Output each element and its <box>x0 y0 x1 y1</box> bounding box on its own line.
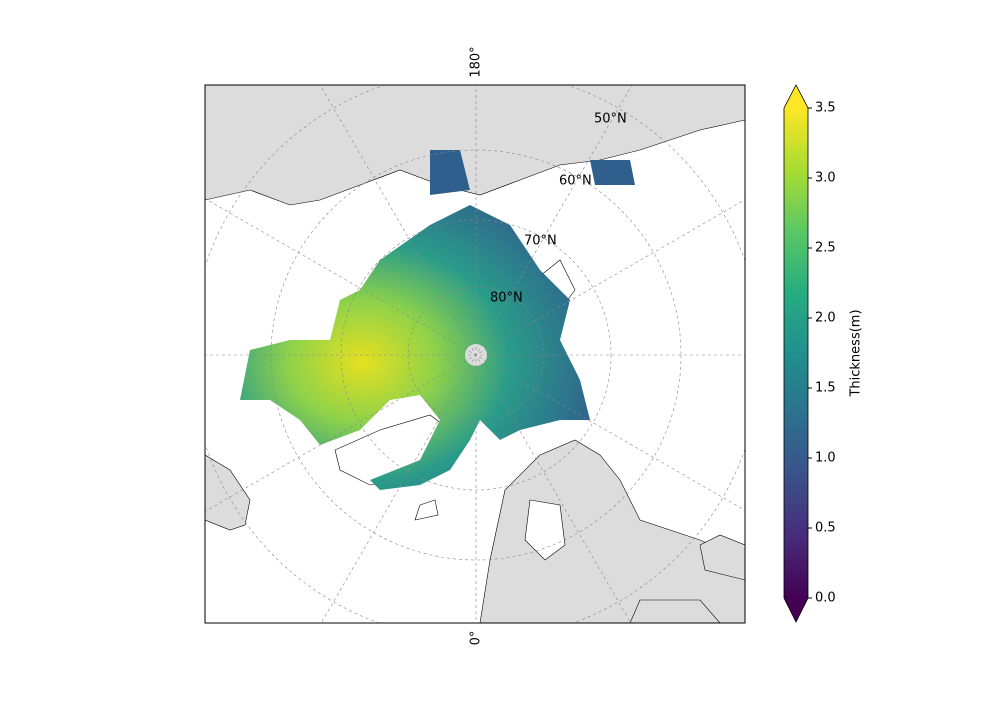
meridian <box>320 85 633 623</box>
lon-label: 180° <box>469 46 484 77</box>
colorbar-body <box>784 108 808 598</box>
colorbar-tick-label: 1.0 <box>815 451 836 466</box>
colorbar-extend-min <box>784 598 808 622</box>
sea-ice <box>590 160 635 185</box>
land <box>205 85 745 623</box>
colorbar-tick-label: 3.0 <box>815 171 836 186</box>
map-labels: 50°N 60°N 70°N 80°N 180° 0° <box>469 46 627 645</box>
colorbar-tick-label: 1.5 <box>815 381 836 396</box>
colorbar-tick-label: 2.0 <box>815 311 836 326</box>
map-frame <box>204 84 746 624</box>
lat-label: 70°N <box>524 234 557 249</box>
lat-label: 80°N <box>490 291 523 306</box>
colorbar-extend-max <box>784 85 808 108</box>
colorbar-tick-label: 0.5 <box>815 521 836 536</box>
lat-circle <box>340 219 612 491</box>
sea-ice <box>240 205 590 490</box>
sea-ice <box>430 150 470 195</box>
colorbar-tick-label: 2.5 <box>815 241 836 256</box>
lat-label: 60°N <box>559 174 592 189</box>
colorbar-tick-label: 0.0 <box>815 591 836 606</box>
colorbar-label: Thickness(m) <box>849 309 864 397</box>
colorbar: 0.0 0.5 1.0 1.5 2.0 2.5 3.0 3.5 Thickness(m) <box>783 84 864 623</box>
lon-label: 0° <box>469 631 484 646</box>
lat-label: 50°N <box>594 112 627 127</box>
colorbar-tick-label: 3.5 <box>815 101 836 116</box>
